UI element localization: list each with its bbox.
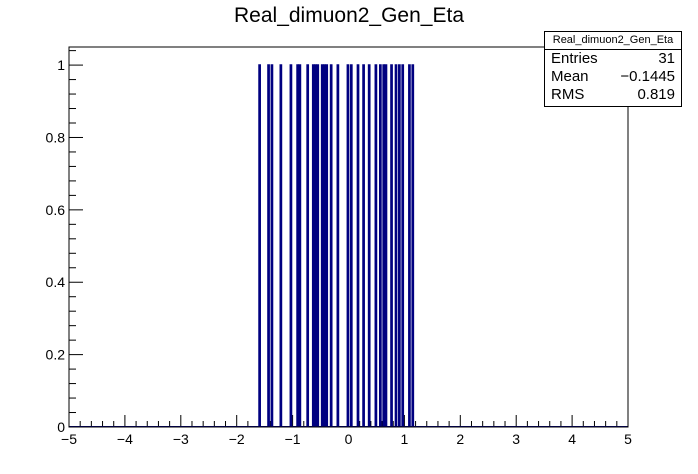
x-tick-label: −4 [117, 431, 133, 447]
stats-rms-row: RMS 0.819 [545, 86, 681, 104]
histogram-bin [320, 64, 324, 427]
histogram-bin [296, 64, 299, 427]
histogram-bin [267, 64, 270, 427]
x-tick-label: 1 [401, 431, 409, 447]
histogram-bin [382, 64, 386, 427]
y-tick-label: 0.2 [46, 347, 66, 363]
stats-entries-label: Entries [551, 50, 598, 67]
x-tick-label: 2 [456, 431, 464, 447]
x-tick-label: −3 [173, 431, 189, 447]
stats-mean-value: −0.1445 [620, 68, 675, 85]
histogram-bin [316, 64, 320, 427]
histogram-bin [289, 64, 293, 427]
tick-labels: −5 −4 −3 −2 −1 0 1 2 3 4 5 0 0.2 0.4 0.6 0.8 1 [46, 57, 633, 447]
histogram-bin [356, 64, 360, 427]
chart-title: Real_dimuon2_Gen_Eta [234, 4, 464, 27]
histogram-bin [349, 64, 353, 427]
y-tick-label: 0 [57, 419, 65, 435]
histogram-bin [325, 64, 329, 427]
histogram-bin [398, 64, 401, 427]
histogram-bin [384, 64, 388, 427]
stats-mean-row: Mean −0.1445 [545, 68, 681, 86]
x-tick-label: −1 [285, 431, 301, 447]
histogram-bin [394, 64, 398, 427]
histogram-bin [298, 64, 302, 427]
histogram-bin [323, 64, 326, 427]
histogram-bin [329, 64, 333, 427]
y-tick-label: 0.6 [46, 202, 66, 218]
histogram-bin [279, 64, 283, 427]
histogram-bin [311, 64, 315, 427]
x-tick-label: 3 [512, 431, 520, 447]
histogram-bin [346, 64, 350, 427]
stats-box-title: Real_dimuon2_Gen_Eta [545, 32, 681, 50]
x-tick-label: 5 [624, 431, 632, 447]
x-tick-label: −5 [61, 431, 77, 447]
histogram-bin [379, 64, 382, 427]
histogram-bin [401, 64, 405, 427]
histogram-bin [411, 64, 415, 427]
stats-box: Real_dimuon2_Gen_Eta Entries 31 Mean −0.… [544, 31, 682, 107]
stats-mean-label: Mean [551, 68, 589, 85]
stats-rms-value: 0.819 [637, 86, 675, 103]
y-tick-label: 0.8 [46, 129, 66, 145]
histogram-bin [336, 64, 340, 427]
y-tick-label: 0.4 [46, 274, 66, 290]
histogram-bin [367, 64, 371, 427]
stats-rms-label: RMS [551, 86, 585, 103]
plot-frame [68, 46, 629, 428]
histogram-bin [306, 64, 310, 427]
x-tick-label: −2 [229, 431, 245, 447]
y-tick-label: 1 [57, 57, 65, 73]
histogram-bin [314, 64, 317, 427]
histogram-bin [408, 64, 411, 427]
x-tick-label: 4 [568, 431, 576, 447]
stats-entries-row: Entries 31 [545, 50, 681, 68]
histogram-bin [374, 64, 378, 427]
histogram-bin [258, 64, 261, 427]
histogram-bin [390, 64, 393, 427]
histogram-bars [69, 64, 628, 427]
histogram-bin [362, 64, 365, 427]
x-tick-label: 0 [345, 431, 353, 447]
stats-entries-value: 31 [658, 50, 675, 67]
histogram-bin [270, 64, 274, 427]
